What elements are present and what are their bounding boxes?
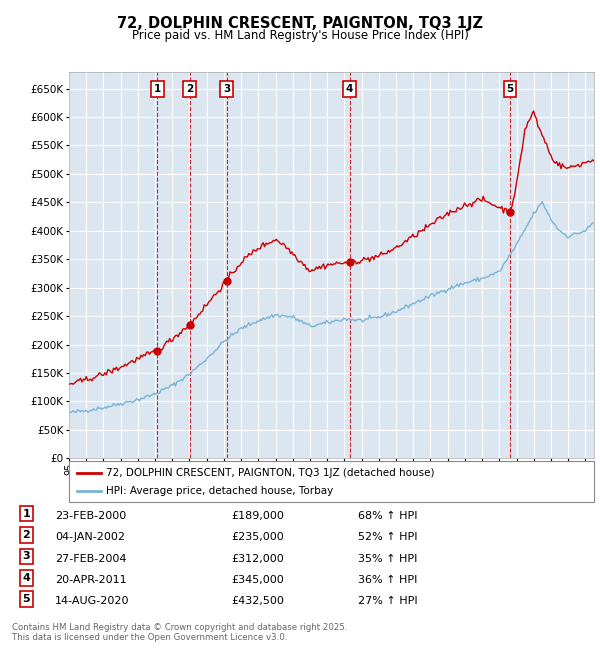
Text: HPI: Average price, detached house, Torbay: HPI: Average price, detached house, Torb…: [106, 486, 333, 495]
Text: 14-AUG-2020: 14-AUG-2020: [55, 597, 130, 606]
Text: 5: 5: [23, 594, 30, 604]
Text: 68% ↑ HPI: 68% ↑ HPI: [358, 511, 417, 521]
FancyBboxPatch shape: [69, 462, 594, 502]
Text: 2: 2: [186, 84, 193, 94]
Text: 52% ↑ HPI: 52% ↑ HPI: [358, 532, 417, 542]
Text: 2: 2: [23, 530, 30, 540]
Text: £312,000: £312,000: [231, 554, 284, 564]
Text: £235,000: £235,000: [231, 532, 284, 542]
Text: 3: 3: [223, 84, 230, 94]
Text: 4: 4: [346, 84, 353, 94]
Text: 35% ↑ HPI: 35% ↑ HPI: [358, 554, 417, 564]
Text: 27% ↑ HPI: 27% ↑ HPI: [358, 597, 417, 606]
Text: £345,000: £345,000: [231, 575, 284, 585]
Text: Contains HM Land Registry data © Crown copyright and database right 2025.
This d: Contains HM Land Registry data © Crown c…: [12, 623, 347, 642]
Text: 27-FEB-2004: 27-FEB-2004: [55, 554, 127, 564]
Text: 23-FEB-2000: 23-FEB-2000: [55, 511, 127, 521]
Text: 3: 3: [23, 551, 30, 562]
Text: £432,500: £432,500: [231, 597, 284, 606]
Text: 20-APR-2011: 20-APR-2011: [55, 575, 127, 585]
Text: £189,000: £189,000: [231, 511, 284, 521]
Text: 72, DOLPHIN CRESCENT, PAIGNTON, TQ3 1JZ: 72, DOLPHIN CRESCENT, PAIGNTON, TQ3 1JZ: [117, 16, 483, 31]
Text: 1: 1: [23, 508, 30, 519]
Text: 5: 5: [506, 84, 514, 94]
Text: 36% ↑ HPI: 36% ↑ HPI: [358, 575, 417, 585]
Text: 04-JAN-2002: 04-JAN-2002: [55, 532, 125, 542]
Text: 72, DOLPHIN CRESCENT, PAIGNTON, TQ3 1JZ (detached house): 72, DOLPHIN CRESCENT, PAIGNTON, TQ3 1JZ …: [106, 468, 434, 478]
Text: 4: 4: [22, 573, 31, 583]
Text: 1: 1: [154, 84, 161, 94]
Text: Price paid vs. HM Land Registry's House Price Index (HPI): Price paid vs. HM Land Registry's House …: [131, 29, 469, 42]
